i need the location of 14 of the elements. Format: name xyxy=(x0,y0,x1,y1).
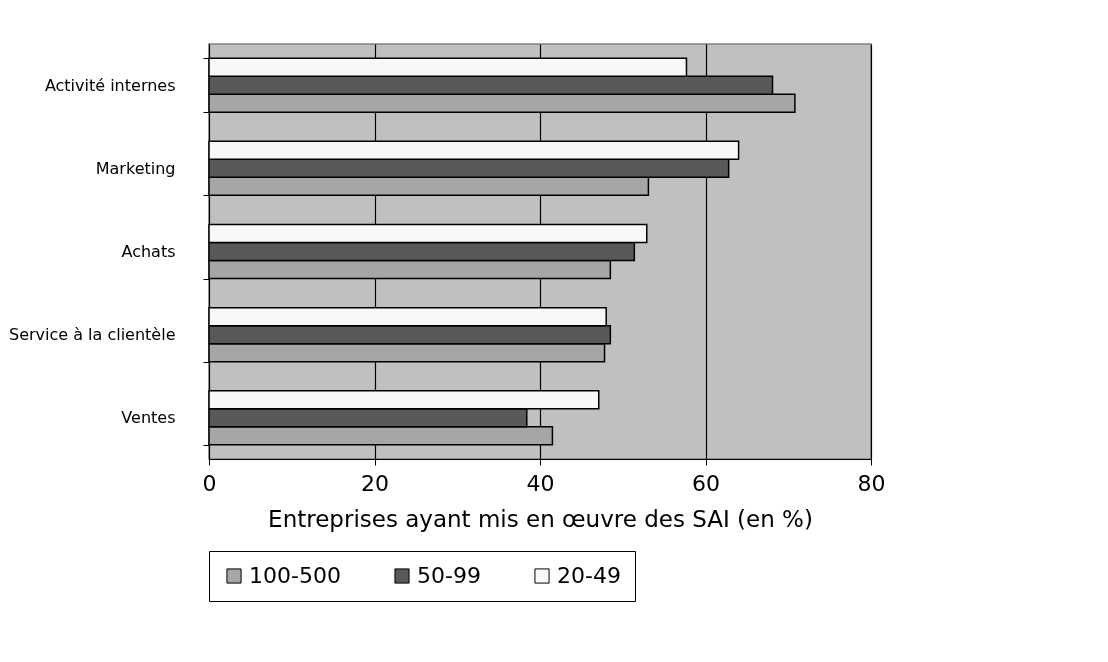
y-tick-label: Marketing xyxy=(95,158,176,178)
y-tick-label: Activité internes xyxy=(44,75,176,95)
y-tick-label: Achats xyxy=(121,242,176,261)
x-tick-label: 80 xyxy=(857,470,886,496)
x-tick-label: 40 xyxy=(526,470,555,496)
legend-label: 100-500 xyxy=(249,563,341,588)
x-tick-label: 0 xyxy=(202,470,217,496)
y-tick-label: Ventes xyxy=(121,408,176,428)
legend-label: 20-49 xyxy=(557,563,621,588)
x-tick-label: 20 xyxy=(361,470,389,496)
y-tick-label: Service à la clientèle xyxy=(8,325,176,345)
legend-label: 50-99 xyxy=(417,563,481,588)
x-axis-title: Entreprises ayant mis en œuvre des SAI (en %) xyxy=(268,505,813,532)
x-tick-label: 60 xyxy=(692,470,720,496)
